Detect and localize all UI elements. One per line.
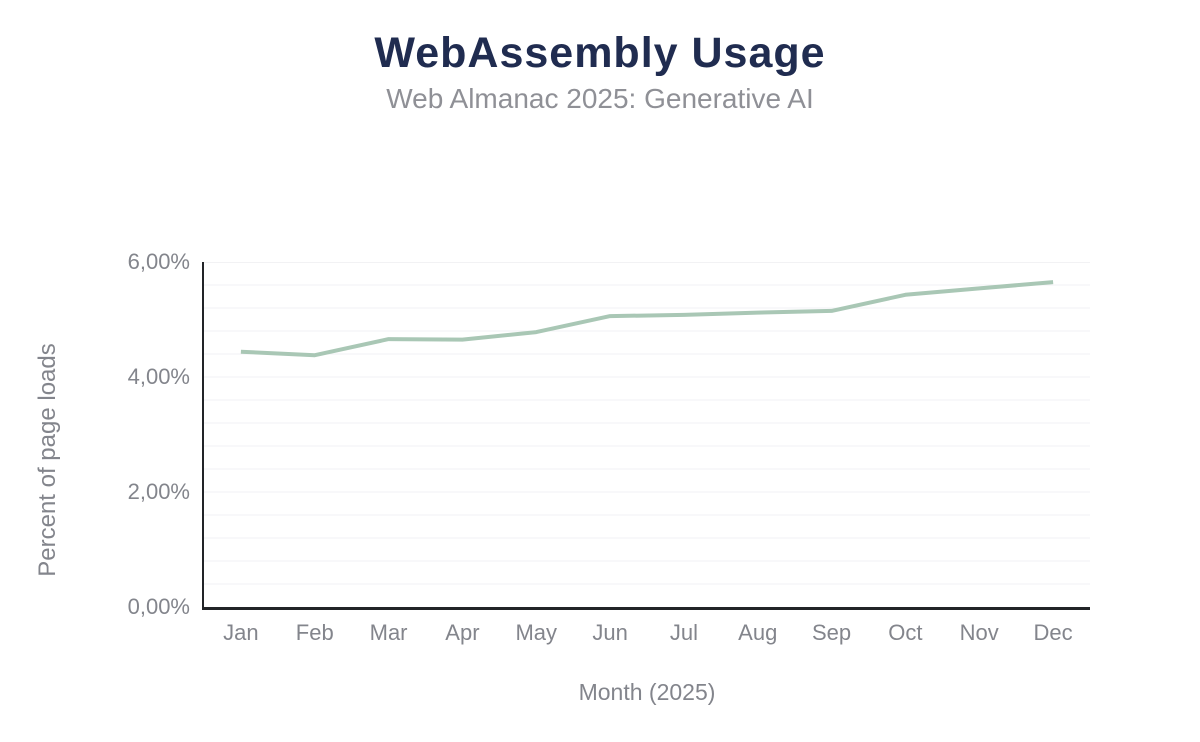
x-tick-label: Jul [669,620,698,645]
y-tick-label: 6,00% [127,249,190,274]
y-tick-label: 0,00% [127,594,190,619]
x-tick-label: Apr [445,620,480,645]
plot-area [202,262,1090,610]
y-tick-label: 4,00% [127,364,190,389]
x-tick-label: May [515,620,558,645]
chart-subtitle: Web Almanac 2025: Generative AI [386,83,814,114]
x-axis-title: Month (2025) [578,679,716,705]
x-tick-label: Dec [1033,620,1073,645]
chart-title: WebAssembly Usage [374,29,826,77]
x-tick-label: Jun [592,620,628,645]
y-axis-title: Percent of page loads [34,343,61,577]
line-chart-svg [204,262,1090,585]
wasm-usage-line [240,280,1054,358]
x-tick-label: Sep [811,620,852,645]
x-tick-label: Feb [295,620,334,645]
x-tick-label: Jan [223,620,259,645]
x-tick-label: Aug [738,620,778,645]
x-tick-label: Oct [888,620,923,645]
y-tick-label: 2,00% [127,479,190,504]
x-tick-label: Mar [369,620,408,645]
x-tick-label: Nov [959,620,999,645]
